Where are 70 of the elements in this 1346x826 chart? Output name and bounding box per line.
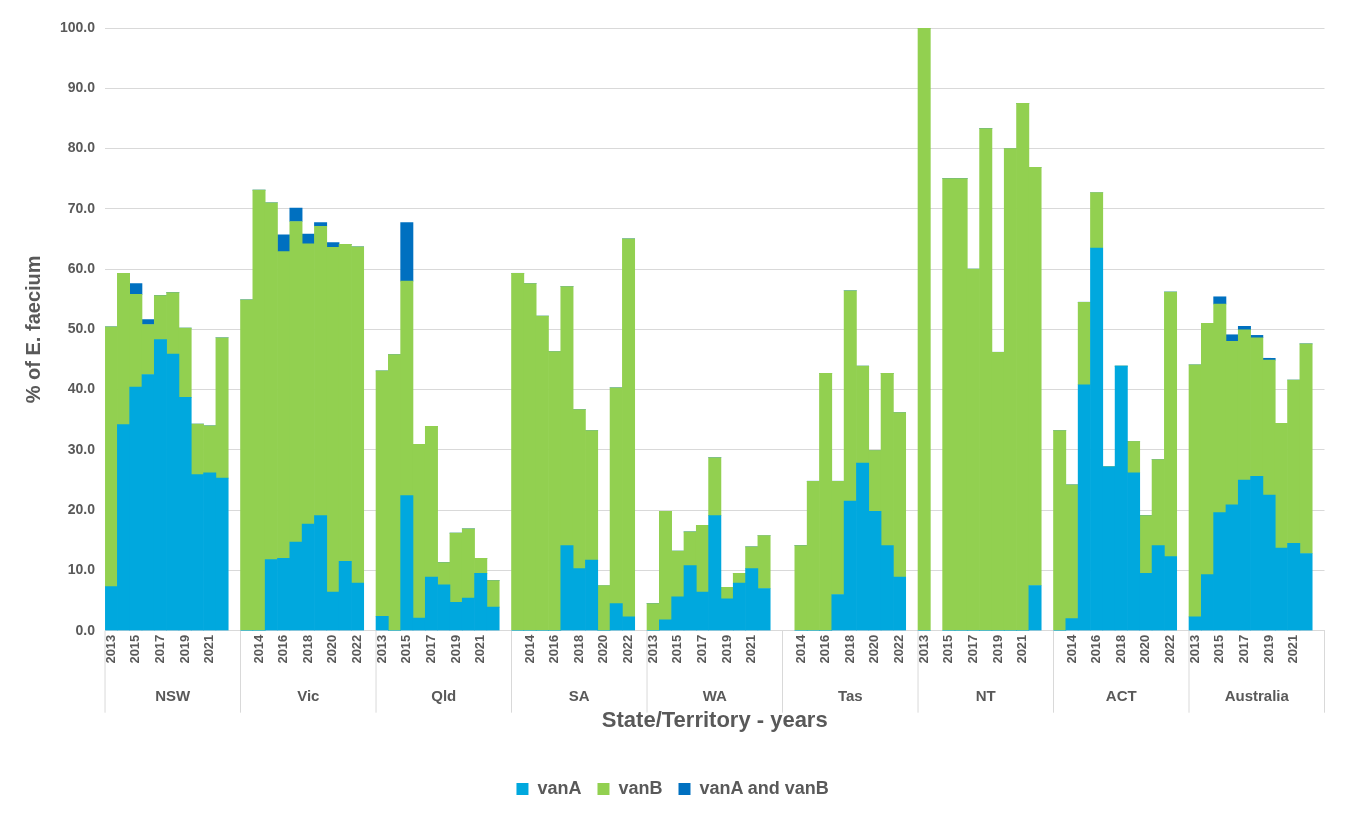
x-tick-label: 2022	[349, 634, 365, 664]
x-tick-label: 2019	[989, 634, 1005, 664]
x-tick-label: 2014	[792, 633, 808, 664]
x-tick-label: 2018	[299, 634, 315, 664]
text: SA	[568, 686, 590, 704]
x-tick-label: 2016	[1088, 634, 1104, 664]
y-tick-label: 50.0	[67, 320, 96, 337]
x-tick-label: 2022	[620, 634, 636, 664]
text: Australia	[1224, 686, 1290, 704]
x-tick-label: 2014	[1063, 633, 1079, 664]
x-tick-label: 2017	[1236, 634, 1252, 664]
text: Vic	[297, 686, 320, 704]
x-tick-label: 2019	[176, 634, 192, 664]
x-tick-label: 2015	[127, 634, 143, 664]
text: NT	[975, 686, 996, 704]
x-tick-label: 2017	[152, 634, 168, 664]
x-tick-label: 2018	[841, 634, 857, 664]
x-tick-label: 2013	[102, 634, 118, 664]
y-tick-label: 80.0	[67, 139, 96, 156]
x-tick-label: 2021	[201, 634, 217, 664]
x-tick-label: 2018	[570, 634, 586, 664]
x-tick-label: 2022	[1162, 634, 1178, 664]
x-tick-label: 2015	[1211, 634, 1227, 664]
legend-label: vanB	[618, 777, 663, 798]
x-tick-label: 2020	[866, 634, 882, 664]
y-tick-label: 0.0	[75, 621, 96, 638]
y-tick-label: 90.0	[67, 79, 96, 96]
x-tick-label: 2022	[891, 634, 907, 664]
x-tick-label: 2019	[1260, 634, 1276, 664]
y-tick-label: 60.0	[67, 259, 96, 276]
x-tick-label: 2015	[398, 634, 414, 664]
y-axis-title: % of E. faecium	[21, 255, 44, 404]
legend-label: vanA	[537, 777, 582, 798]
y-tick-label: 100.0	[59, 18, 96, 35]
text: Qld	[431, 686, 457, 704]
x-tick-label: 2020	[1137, 634, 1153, 664]
x-tick-label: 2021	[1014, 634, 1030, 664]
x-tick-label: 2021	[472, 634, 488, 664]
x-axis-title: State/Territory - years	[601, 706, 828, 732]
text: Tas	[837, 686, 863, 704]
x-tick-label: 2021	[1285, 634, 1301, 664]
y-tick-label: 10.0	[67, 561, 96, 578]
y-tick-label: 20.0	[67, 501, 96, 517]
x-tick-label: 2017	[965, 634, 981, 664]
x-tick-label: 2016	[546, 634, 562, 664]
x-tick-label: 2013	[915, 634, 931, 664]
y-tick-label: 30.0	[67, 440, 96, 457]
x-tick-label: 2015	[940, 634, 956, 664]
x-tick-label: 2015	[669, 634, 685, 664]
x-tick-label: 2016	[275, 634, 291, 664]
x-tick-label: 2017	[423, 634, 439, 664]
x-tick-label: 2020	[595, 634, 611, 664]
x-tick-label: 2017	[694, 634, 710, 664]
x-tick-label: 2018	[1112, 634, 1128, 664]
x-tick-label: 2014	[250, 633, 266, 664]
text: WA	[702, 686, 728, 704]
legend-label: vanA and vanB	[699, 777, 829, 798]
x-tick-label: 2020	[324, 634, 340, 664]
x-tick-label: 2013	[644, 634, 660, 664]
x-tick-label: 2016	[817, 634, 833, 664]
text: ACT	[1105, 686, 1137, 704]
text: NSW	[155, 686, 192, 704]
x-tick-label: 2019	[447, 634, 463, 664]
x-tick-label: 2014	[521, 633, 537, 664]
y-tick-label: 40.0	[67, 380, 96, 397]
x-tick-label: 2013	[1186, 634, 1202, 664]
x-tick-label: 2021	[743, 634, 759, 664]
x-tick-label: 2013	[373, 634, 389, 664]
y-tick-label: 70.0	[67, 199, 96, 216]
x-tick-label: 2019	[718, 634, 734, 664]
